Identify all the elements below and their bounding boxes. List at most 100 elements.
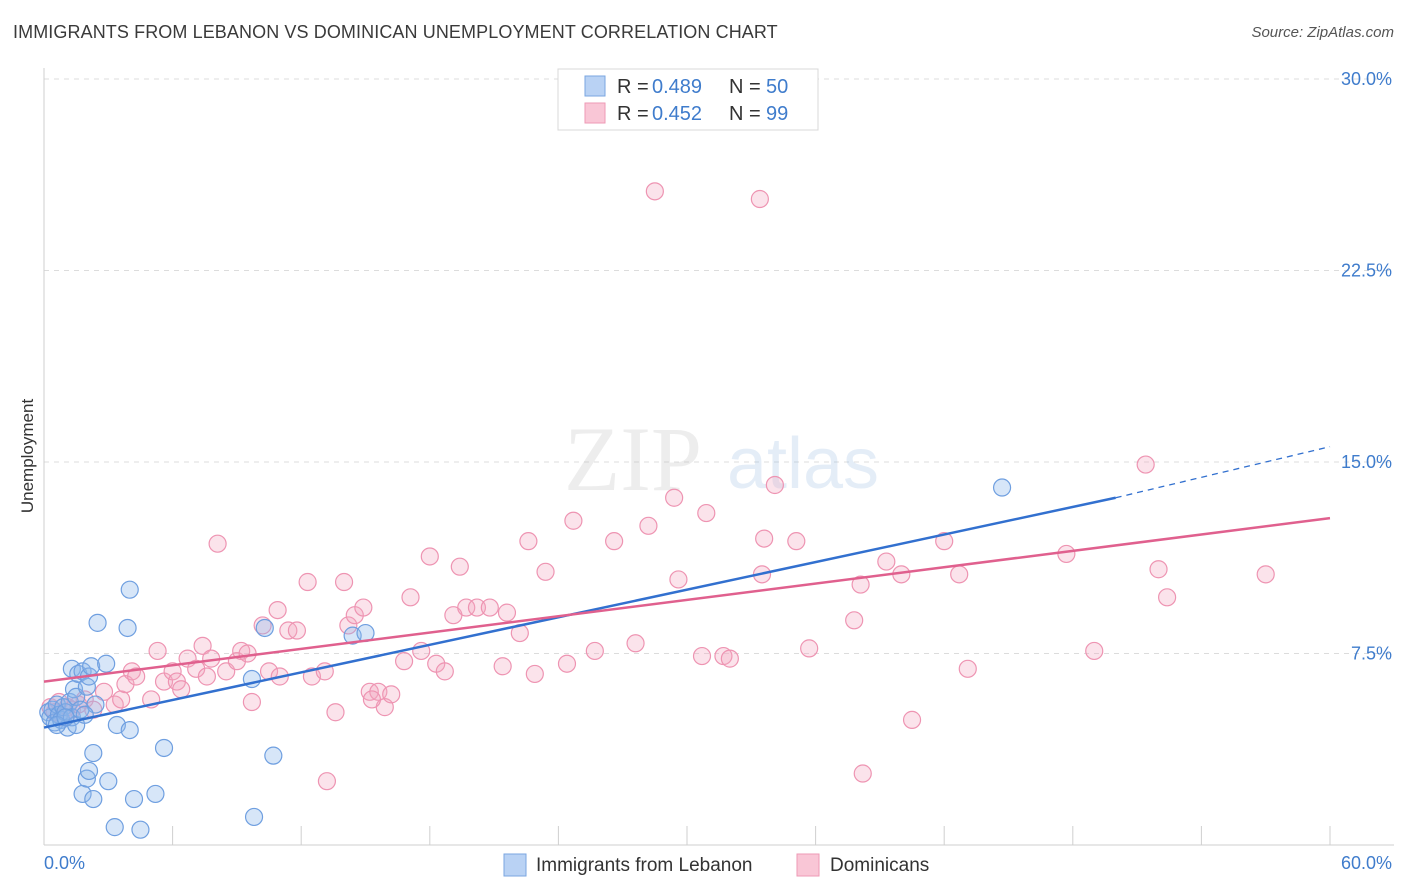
trend-lines — [43, 446, 1331, 729]
bottom-legend: Immigrants from Lebanon Dominicans — [503, 853, 929, 877]
dominican-point-90 — [902, 710, 922, 729]
dominican-point-95 — [1085, 641, 1104, 661]
dominican-point-99 — [1256, 565, 1275, 584]
dominican-point-25 — [208, 534, 227, 553]
lebanon-point-27 — [84, 743, 103, 763]
dominican-point-31 — [253, 616, 272, 635]
dominican-point-88 — [877, 552, 896, 571]
dominican-point-60 — [493, 657, 512, 676]
dominican-point-50 — [401, 588, 420, 607]
dominican-point-73 — [665, 488, 684, 507]
lebanon-point-39 — [146, 784, 165, 804]
dominican-point-63 — [519, 532, 538, 551]
y-tick-label-1: 15.0% — [1341, 452, 1392, 472]
watermark-atlas: atlas — [727, 424, 879, 504]
legend-r-label-lebanon: R = — [617, 76, 654, 98]
dominican-point-98 — [1158, 588, 1177, 607]
bottom-legend-swatch-lebanon — [503, 853, 527, 877]
dominican-point-40 — [326, 703, 345, 722]
y-tick-label-3: 30.0% — [1341, 69, 1392, 89]
dominican-point-76 — [692, 646, 712, 666]
dominican-point-36 — [287, 621, 307, 640]
dominican-point-48 — [382, 685, 401, 704]
dominican-point-52 — [420, 547, 439, 566]
dominicans-trend-line — [43, 516, 1331, 683]
dominican-point-80 — [755, 529, 774, 548]
dominican-point-85 — [845, 611, 864, 630]
dominican-point-94 — [1057, 544, 1076, 564]
lebanon-point-19 — [82, 657, 101, 676]
dominican-point-79 — [750, 189, 769, 209]
legend-r-label-dominicans: R = — [617, 103, 654, 125]
dominican-point-68 — [585, 641, 604, 661]
x-ticks — [43, 826, 1331, 845]
bottom-legend-label-dominicans: Dominicans — [830, 855, 929, 876]
lebanon-point-31 — [99, 772, 118, 791]
dominican-point-9 — [94, 682, 114, 701]
dominican-point-75 — [697, 503, 716, 523]
dominican-point-30 — [242, 692, 262, 712]
lebanon-point-38 — [131, 820, 150, 839]
lebanon-point-35 — [120, 720, 139, 740]
dominican-point-41 — [334, 572, 354, 592]
bottom-legend-swatch-dominicans — [796, 853, 820, 877]
dominican-point-23 — [197, 667, 216, 686]
dominican-point-72 — [645, 182, 664, 201]
dominican-point-91 — [935, 532, 954, 551]
dominican-point-11 — [112, 690, 131, 709]
legend-n-label-dominicans: N = — [729, 103, 766, 125]
dominican-point-102 — [172, 680, 191, 699]
dominican-point-84 — [800, 639, 819, 658]
dominican-point-86 — [851, 575, 870, 594]
dominican-point-22 — [193, 636, 212, 655]
dominican-point-33 — [268, 600, 287, 620]
lebanon-point-32 — [105, 818, 124, 837]
dominican-point-44 — [354, 598, 373, 617]
dominican-point-71 — [639, 516, 658, 535]
dominican-point-74 — [669, 570, 688, 589]
watermark: ZIP atlas — [564, 408, 879, 510]
dominican-point-93 — [958, 659, 977, 678]
dominican-point-14 — [127, 667, 146, 686]
lebanon-point-26 — [79, 761, 99, 781]
dominican-point-87 — [853, 764, 872, 783]
lebanon-point-36 — [120, 580, 139, 599]
lebanon-point-29 — [88, 613, 107, 632]
dominican-point-57 — [457, 598, 476, 617]
lebanon-point-37 — [124, 789, 144, 809]
dominican-point-16 — [148, 641, 167, 661]
dominican-point-56 — [450, 557, 469, 576]
dominican-point-78 — [720, 649, 739, 668]
dominican-point-92 — [950, 565, 969, 584]
lebanon-point-34 — [118, 618, 137, 638]
dominican-point-18 — [163, 662, 182, 681]
legend-n-value-lebanon: 50 — [766, 76, 788, 98]
dominican-point-58 — [467, 598, 487, 617]
dominican-point-83 — [787, 532, 806, 551]
y-tick-label-2: 22.5% — [1341, 261, 1392, 281]
lebanon-trend-extension — [1115, 446, 1331, 499]
axes — [43, 68, 1394, 846]
lebanon-point-47 — [992, 478, 1012, 497]
legend: R = 0.489 N = 50 R = 0.452 N = 99 — [557, 68, 819, 131]
dominican-point-97 — [1149, 560, 1168, 579]
dominican-point-82 — [765, 475, 784, 495]
watermark-zip: ZIP — [564, 408, 702, 510]
x-tick-label-right: 60.0% — [1341, 853, 1392, 873]
dominican-point-96 — [1136, 455, 1155, 474]
y-tick-labels: 7.5% 15.0% 22.5% 30.0% — [1341, 69, 1392, 664]
x-tick-label-left: 0.0% — [44, 853, 85, 873]
bottom-legend-label-lebanon: Immigrants from Lebanon — [536, 855, 753, 876]
grid-lines — [44, 78, 1394, 654]
lebanon-point-43 — [255, 618, 274, 638]
source-credit: Source: ZipAtlas.com — [1251, 24, 1394, 41]
dominican-point-101 — [317, 772, 337, 791]
lebanon-point-30 — [97, 654, 116, 673]
legend-n-label-lebanon: N = — [729, 76, 766, 98]
dominican-point-64 — [525, 664, 544, 684]
y-tick-label-0: 7.5% — [1351, 644, 1392, 664]
dominican-point-37 — [298, 572, 317, 592]
dominican-point-29 — [238, 644, 257, 663]
legend-swatch-lebanon — [584, 75, 606, 97]
y-axis-label: Unemployment — [18, 399, 37, 514]
